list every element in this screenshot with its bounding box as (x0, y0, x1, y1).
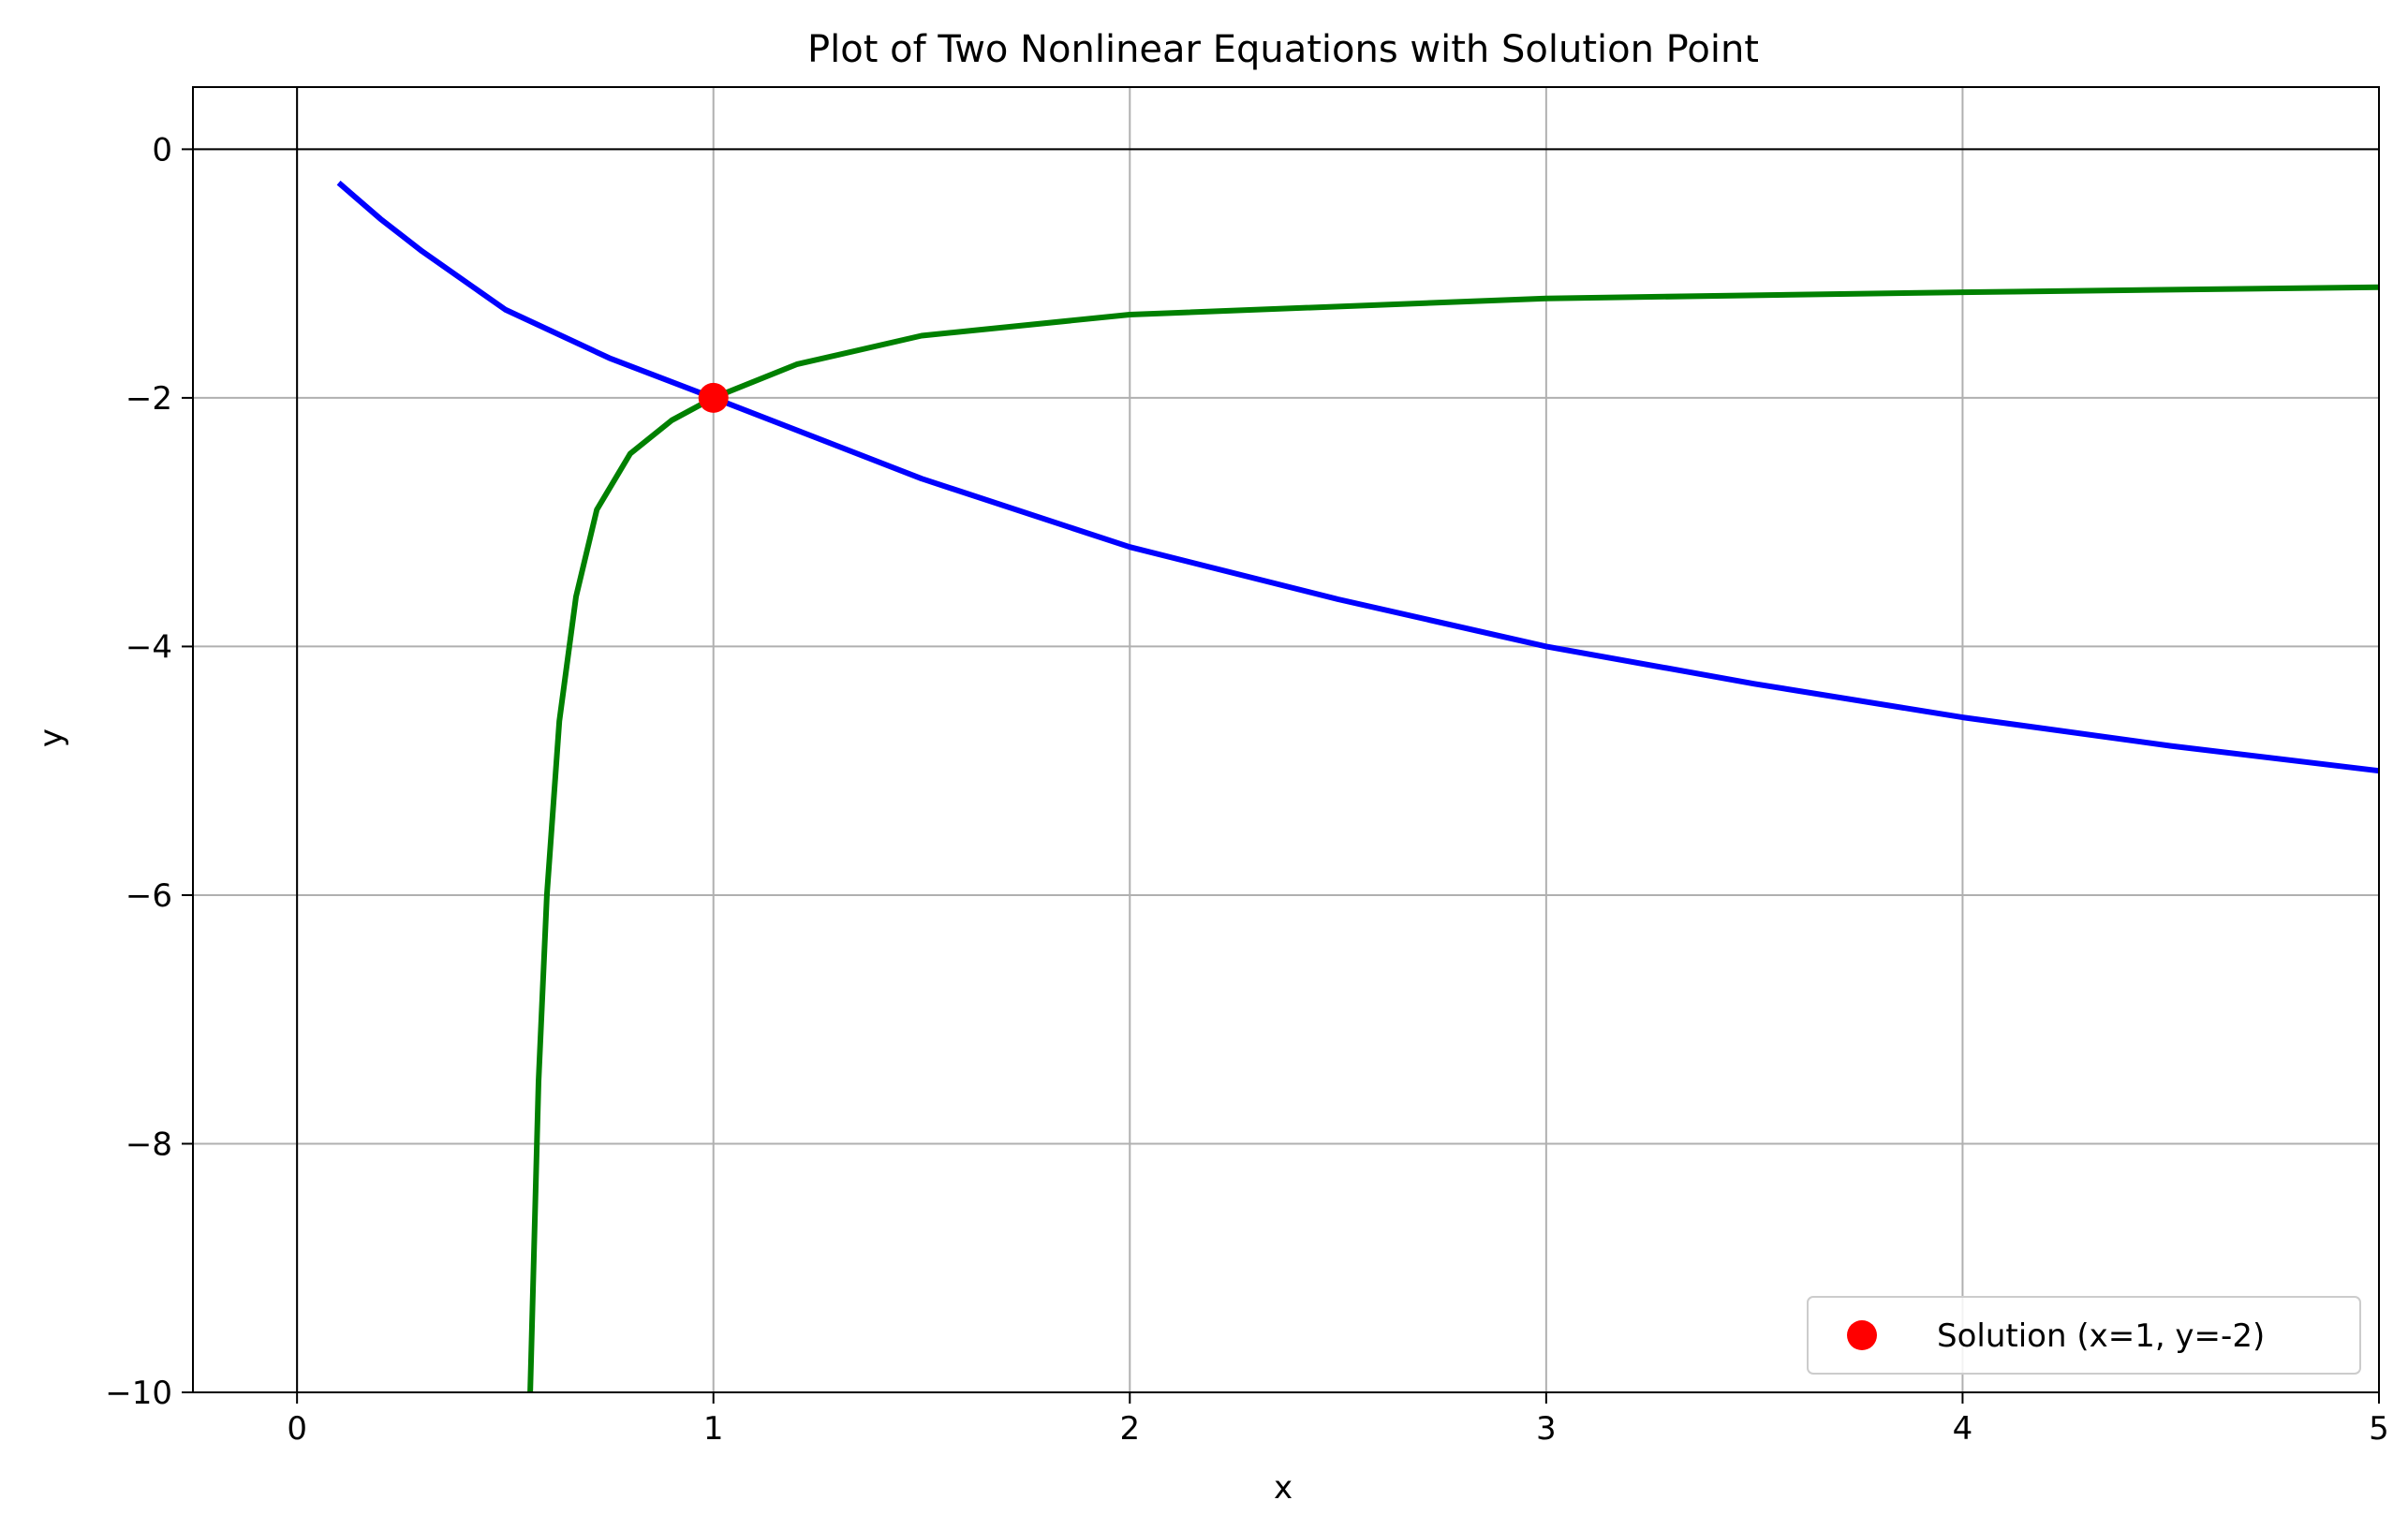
x-ticks: 0 1 2 3 4 5 (287, 1392, 2389, 1448)
series-line-2 (527, 284, 2380, 1393)
plot-frame (192, 86, 2380, 1393)
legend: Solution (x=1, y=-2) (1807, 1296, 2361, 1375)
chart-title: Plot of Two Nonlinear Equations with Sol… (807, 28, 1759, 71)
y-tick-label: −8 (126, 1125, 172, 1163)
x-axis-title: x (1274, 1469, 1293, 1507)
series-line-1 (336, 180, 2380, 774)
x-tick-label: 1 (703, 1410, 724, 1448)
y-tick-label: 0 (152, 131, 172, 169)
y-tick-label: −4 (126, 628, 172, 666)
legend-marker (1847, 1320, 1877, 1350)
reference-lines (193, 87, 2379, 1392)
solution-point (698, 382, 729, 413)
x-tick-label: 2 (1119, 1410, 1140, 1448)
x-tick-label: 5 (2369, 1410, 2389, 1448)
x-tick-label: 3 (1536, 1410, 1557, 1448)
y-ticks: 0 −2 −4 −6 −8 −10 (105, 131, 193, 1412)
x-tick-label: 0 (287, 1410, 307, 1448)
y-tick-label: −6 (126, 877, 172, 915)
y-axis-title: y (33, 728, 70, 747)
y-tick-label: −10 (105, 1375, 172, 1412)
x-tick-label: 4 (1953, 1410, 1973, 1448)
legend-label: Solution (x=1, y=-2) (1937, 1317, 2265, 1355)
y-tick-label: −2 (126, 380, 172, 418)
points-group (698, 382, 729, 413)
grid (193, 87, 2380, 1393)
series-group (336, 180, 2380, 1393)
legend-box (1807, 1296, 2361, 1375)
